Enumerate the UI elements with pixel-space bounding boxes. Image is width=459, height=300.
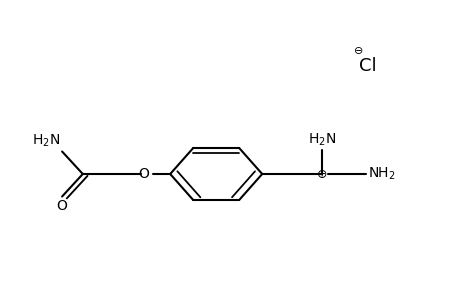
Text: ⊕: ⊕ bbox=[317, 167, 327, 181]
Text: Cl: Cl bbox=[358, 57, 376, 75]
Text: O: O bbox=[56, 199, 67, 213]
Text: O: O bbox=[138, 167, 149, 181]
Text: H$_2$N: H$_2$N bbox=[32, 133, 60, 149]
Text: ⊖: ⊖ bbox=[353, 46, 363, 56]
Text: H$_2$N: H$_2$N bbox=[307, 132, 336, 148]
Text: NH$_2$: NH$_2$ bbox=[367, 166, 395, 182]
